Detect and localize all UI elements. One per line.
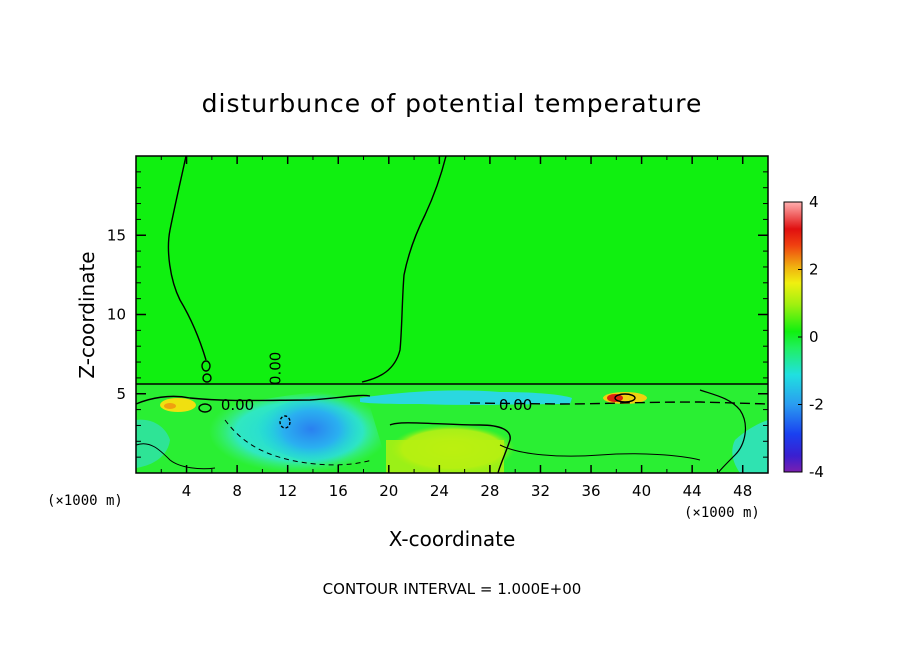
x-tick-label: 4 [182, 482, 192, 500]
y-axis-label: Z-coordinate [75, 251, 99, 378]
colorbar-tick-label: 4 [809, 193, 819, 211]
cold-band-fill [360, 390, 572, 405]
x-tick-label: 28 [480, 482, 499, 500]
contour-label: 0.00 [499, 396, 532, 414]
y-tick-label: 15 [107, 226, 126, 244]
x-tick-label: 24 [430, 482, 449, 500]
x-unit-label-left: (×1000 m) [47, 493, 123, 509]
warm-region-core [386, 440, 504, 473]
x-tick-label: 36 [581, 482, 600, 500]
colorbar-tick-label: 2 [809, 261, 819, 279]
x-tick-label: 16 [329, 482, 348, 500]
cold-patch-right [732, 420, 768, 473]
y-tick-label: 10 [107, 306, 126, 324]
contour-label: 0.00 [267, 352, 285, 385]
contour-lines [136, 156, 768, 473]
cold-core-fill [255, 392, 368, 467]
y-tick-label: 5 [116, 385, 126, 403]
colorbar-tick-label: 0 [809, 328, 819, 346]
warm-spot-left-core [164, 403, 176, 409]
x-tick-label: 8 [232, 482, 242, 500]
colorbar-tick-label: -4 [809, 463, 824, 481]
colorbar-tick-label: -2 [809, 396, 824, 414]
x-unit-label-right: (×1000 m) [684, 505, 760, 521]
x-tick-label: 44 [683, 482, 702, 500]
x-tick-label: 20 [379, 482, 398, 500]
x-axis-label: X-coordinate [389, 527, 516, 551]
cold-patch-left [136, 419, 170, 468]
contour-interval-note: CONTOUR INTERVAL = 1.000E+00 [323, 580, 582, 598]
x-tick-label: 12 [278, 482, 297, 500]
contour-label: 0.00 [221, 396, 254, 414]
x-tick-label: 48 [733, 482, 752, 500]
chart-title: disturbunce of potential temperature [202, 89, 703, 118]
x-tick-label: 32 [531, 482, 550, 500]
plot-area: 0.00 0.00 0.00 [136, 156, 768, 473]
colorbar: 4 2 0 -2 -4 [783, 193, 824, 481]
x-tick-label: 40 [632, 482, 651, 500]
